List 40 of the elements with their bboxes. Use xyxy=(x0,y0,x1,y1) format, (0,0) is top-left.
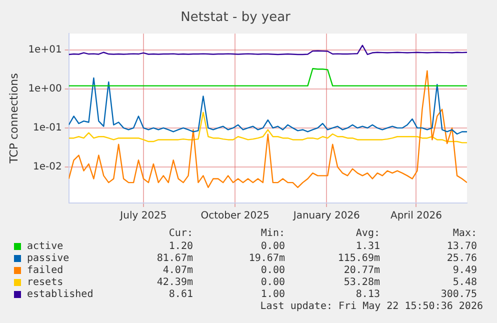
text: Cur: xyxy=(168,228,193,239)
text: 53.28m xyxy=(344,277,380,288)
text: 115.69m xyxy=(338,253,380,264)
x-tick-label: October 2025 xyxy=(200,210,270,222)
text: 8.13 xyxy=(356,289,380,300)
text: 9.49 xyxy=(452,265,477,276)
y-axis-title: TCP connections xyxy=(7,72,20,164)
text: 1.00 xyxy=(260,289,285,300)
text: 25.76 xyxy=(446,253,477,264)
legend-label: established xyxy=(27,289,94,300)
legend-label: active xyxy=(27,241,64,252)
chart-title: Netstat - by year xyxy=(180,10,292,26)
text: 1.20 xyxy=(168,241,193,252)
text: 42.39m xyxy=(156,277,193,288)
y-tick-label: 1e-02 xyxy=(32,162,62,173)
text: 13.70 xyxy=(446,241,477,252)
text: Max: xyxy=(452,228,477,239)
text: 1.31 xyxy=(356,241,380,252)
text: Last update: Fri May 22 15:50:36 2026 xyxy=(260,301,483,312)
x-tick-label: April 2026 xyxy=(390,210,442,222)
y-tick-label: 1e+00 xyxy=(28,83,62,94)
legend-label: resets xyxy=(27,277,64,288)
text: 8.61 xyxy=(168,289,193,300)
text: 0.00 xyxy=(260,241,285,252)
text: 4.07m xyxy=(162,265,193,276)
text: 81.67m xyxy=(156,253,193,264)
text: 0.00 xyxy=(260,277,285,288)
text: 5.48 xyxy=(452,277,477,288)
text: Avg: xyxy=(356,228,380,239)
x-tick-label: July 2025 xyxy=(119,210,167,222)
text: 0.00 xyxy=(260,265,285,276)
x-tick-label: January 2026 xyxy=(292,210,360,222)
legend-label: passive xyxy=(27,253,70,264)
text: Min: xyxy=(260,228,285,239)
text: 20.77m xyxy=(344,265,380,276)
y-tick-label: 1e+01 xyxy=(28,44,62,56)
text: 19.67m xyxy=(248,253,285,264)
text: 300.75 xyxy=(440,289,477,300)
legend-label: failed xyxy=(27,265,64,276)
y-tick-label: 1e-01 xyxy=(32,122,62,134)
